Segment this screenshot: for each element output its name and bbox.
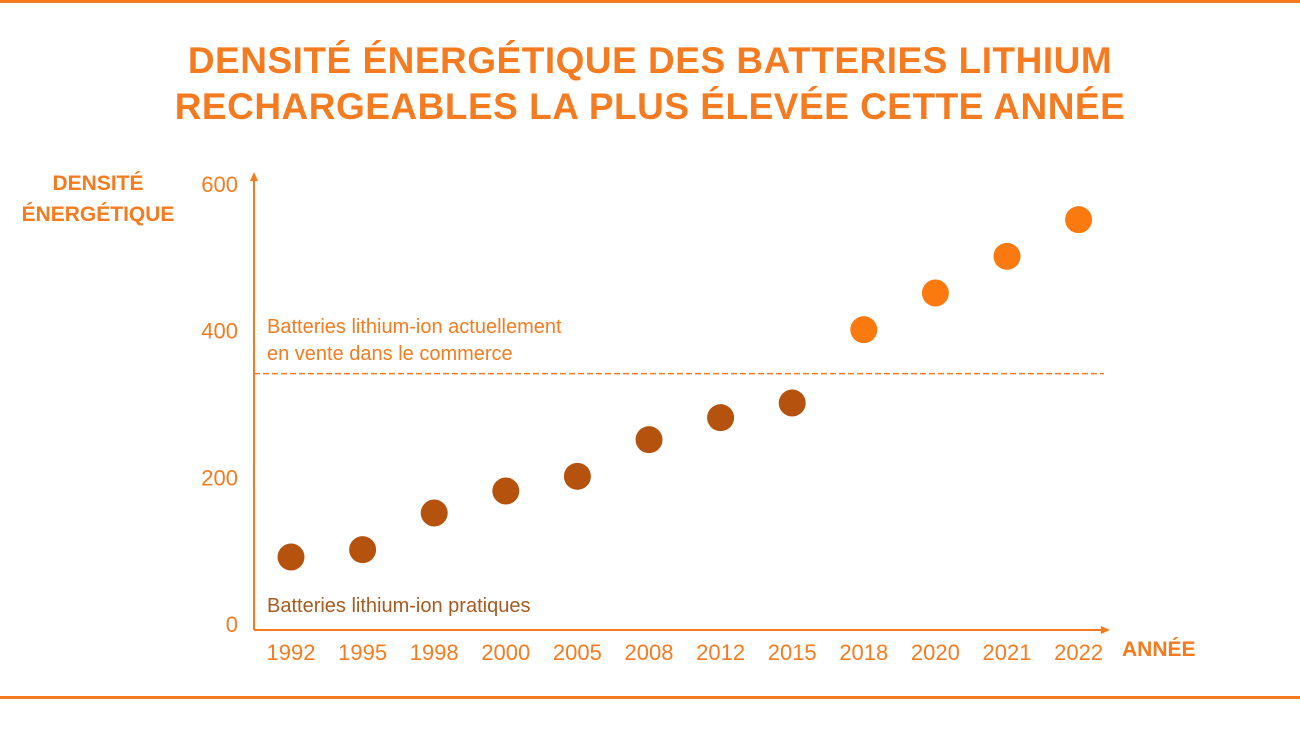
y-axis-label-line-2: ÉNERGÉTIQUE bbox=[21, 203, 175, 226]
data-point bbox=[921, 279, 949, 307]
annotation-commercial-line-1: Batteries lithium-ion actuellement bbox=[267, 316, 562, 338]
bottom-rule bbox=[0, 696, 1300, 699]
x-axis-arrow bbox=[1101, 626, 1110, 634]
data-point bbox=[635, 426, 663, 454]
y-axis-label: DENSITÉ ÉNERGÉTIQUE bbox=[0, 168, 196, 230]
chart-title-line-1: DENSITÉ ÉNERGÉTIQUE DES BATTERIES LITHIU… bbox=[187, 40, 1113, 81]
x-tick-label: 2012 bbox=[696, 640, 745, 665]
data-point bbox=[349, 536, 377, 564]
x-axis-label: ANNÉE bbox=[1122, 638, 1196, 661]
data-point bbox=[277, 543, 305, 571]
data-point bbox=[850, 316, 878, 344]
x-tick-label: 2022 bbox=[1054, 640, 1103, 665]
x-tick-label: 1992 bbox=[267, 640, 316, 665]
data-point bbox=[563, 462, 591, 490]
data-point bbox=[1065, 206, 1093, 234]
y-tick-label: 600 bbox=[201, 172, 238, 197]
annotation-practical: Batteries lithium-ion pratiques bbox=[267, 595, 530, 617]
x-tick-label: 2000 bbox=[481, 640, 530, 665]
data-point bbox=[420, 499, 448, 527]
x-tick-label: 2005 bbox=[553, 640, 602, 665]
chart-title-line-2: RECHARGEABLES LA PLUS ÉLEVÉE CETTE ANNÉE bbox=[174, 86, 1126, 127]
data-point bbox=[707, 404, 735, 432]
y-tick-label: 200 bbox=[201, 465, 238, 490]
top-rule bbox=[0, 0, 1300, 3]
data-point bbox=[993, 242, 1021, 270]
x-tick-label: 2015 bbox=[768, 640, 817, 665]
x-tick-label: 2021 bbox=[983, 640, 1032, 665]
y-axis-arrow bbox=[250, 172, 258, 181]
annotation-commercial-line-2: en vente dans le commerce bbox=[267, 343, 513, 365]
x-tick-label: 2008 bbox=[625, 640, 674, 665]
data-point bbox=[778, 389, 806, 417]
x-tick-label: 1998 bbox=[410, 640, 459, 665]
y-tick-label: 0 bbox=[226, 612, 238, 637]
y-tick-label: 400 bbox=[201, 319, 238, 344]
data-point bbox=[492, 477, 520, 505]
x-tick-label: 2018 bbox=[839, 640, 888, 665]
x-tick-label: 2020 bbox=[911, 640, 960, 665]
y-axis-label-line-1: DENSITÉ bbox=[52, 172, 144, 195]
x-tick-label: 1995 bbox=[338, 640, 387, 665]
chart-title: DENSITÉ ÉNERGÉTIQUE DES BATTERIES LITHIU… bbox=[0, 38, 1300, 130]
